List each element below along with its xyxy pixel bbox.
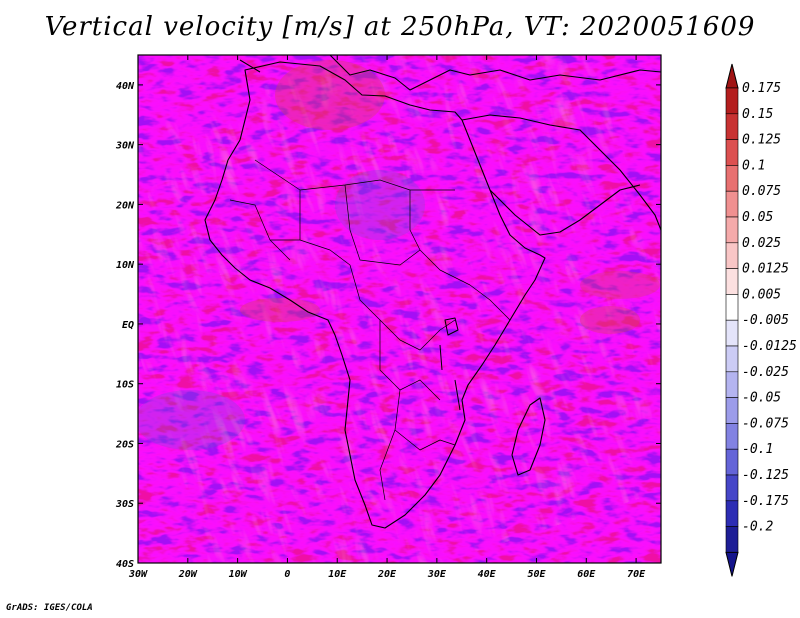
colorbar-swatch	[725, 165, 739, 192]
colorbar-swatch	[725, 397, 739, 424]
colorbar-label: -0.175	[742, 494, 789, 509]
colorbar-label: 0.15	[742, 107, 773, 122]
madagascar-coastline	[511, 397, 546, 476]
colorbar: 0.175 0.15 0.125 0.1 0.075 0.05 0.025 0.0125 0.0…	[725, 63, 797, 577]
red-updraft-region	[275, 60, 385, 130]
colorbar-swatch	[725, 319, 739, 347]
plot-frame	[137, 54, 662, 564]
x-tick-label: 60E	[577, 569, 596, 580]
x-tick-label: 50E	[527, 569, 546, 580]
colorbar-label: 0.1	[742, 158, 765, 173]
colorbar-top-triangle	[725, 63, 739, 89]
colorbar-label: -0.025	[742, 365, 789, 380]
colorbar-swatch	[725, 242, 739, 269]
colorbar-swatch	[725, 371, 739, 398]
y-tick-label: 20N	[115, 200, 135, 211]
country-borders	[229, 159, 511, 501]
x-tick-label: 70E	[627, 569, 646, 580]
y-tick-label: EQ	[122, 320, 134, 331]
y-tick-label: 30S	[115, 499, 134, 510]
colorbar-swatch	[725, 190, 739, 218]
blue-downdraft-region	[335, 170, 425, 240]
colorbar-label: 0.175	[742, 81, 781, 96]
colorbar-label: 0.005	[742, 287, 781, 302]
x-tick-label: 20E	[377, 569, 397, 580]
colorbar-label: -0.05	[742, 391, 781, 406]
credit-text: GrADS: IGES/COLA	[6, 603, 93, 613]
colorbar-swatch	[725, 113, 739, 140]
colorbar-label: -0.005	[742, 313, 789, 328]
colorbar-swatch	[725, 423, 739, 450]
axis-ticks: 30W 20W 10W 0 10E 20E 30E 40E 50E 60E 70E 40N 30N 20N…	[115, 55, 661, 580]
colorbar-swatch	[725, 294, 739, 321]
colorbar-swatch	[725, 345, 739, 373]
y-tick-label: 40S	[116, 559, 134, 570]
colorbar-swatch	[725, 216, 739, 244]
x-tick-label: 10W	[229, 569, 248, 580]
colorbar-label: -0.125	[742, 468, 789, 483]
red-updraft-region	[580, 271, 660, 299]
europe-coastline	[239, 55, 661, 91]
y-tick-label: 30N	[115, 141, 135, 152]
colorbar-label: 0.075	[742, 184, 781, 199]
colorbar-swatch	[725, 87, 739, 115]
colorbar-bottom-triangle	[725, 551, 739, 577]
colorbar-label: 0.025	[742, 236, 781, 251]
colorbar-swatch	[725, 448, 739, 476]
y-tick-label: 10S	[116, 380, 134, 391]
lake-victoria	[439, 317, 461, 411]
y-tick-label: 40N	[116, 81, 135, 92]
colorbar-label: -0.2	[742, 520, 773, 535]
colorbar-swatch	[725, 500, 739, 527]
x-tick-label: 40E	[478, 569, 497, 580]
colorbar-label: 0.05	[742, 210, 773, 225]
red-updraft-region	[240, 298, 320, 322]
colorbar-swatch	[725, 268, 739, 295]
colorbar-label: -0.075	[742, 416, 789, 431]
colorbar-label: -0.0125	[742, 339, 797, 354]
colorbar-label: 0.125	[742, 133, 781, 148]
map-title: Vertical velocity [m/s] at 250hPa, VT: 2…	[44, 12, 756, 42]
x-tick-label: 10E	[328, 569, 347, 580]
red-updraft-region	[580, 306, 640, 334]
colorbar-label: -0.1	[742, 442, 773, 457]
x-tick-label: 0	[284, 569, 290, 580]
colorbar-label: 0.0125	[742, 262, 789, 277]
blue-downdraft-region	[138, 390, 245, 450]
colorbar-swatch	[725, 526, 739, 553]
africa-coastline	[204, 61, 546, 529]
x-tick-label: 20W	[178, 569, 198, 580]
y-tick-label: 10N	[116, 260, 135, 271]
colorbar-swatch	[725, 474, 739, 502]
colorbar-swatch	[725, 139, 739, 166]
velocity-field	[138, 55, 661, 563]
x-tick-label: 30W	[128, 569, 148, 580]
arabian-peninsula-coastline	[461, 114, 661, 236]
y-tick-label: 20S	[115, 439, 134, 450]
x-tick-label: 30E	[427, 569, 447, 580]
